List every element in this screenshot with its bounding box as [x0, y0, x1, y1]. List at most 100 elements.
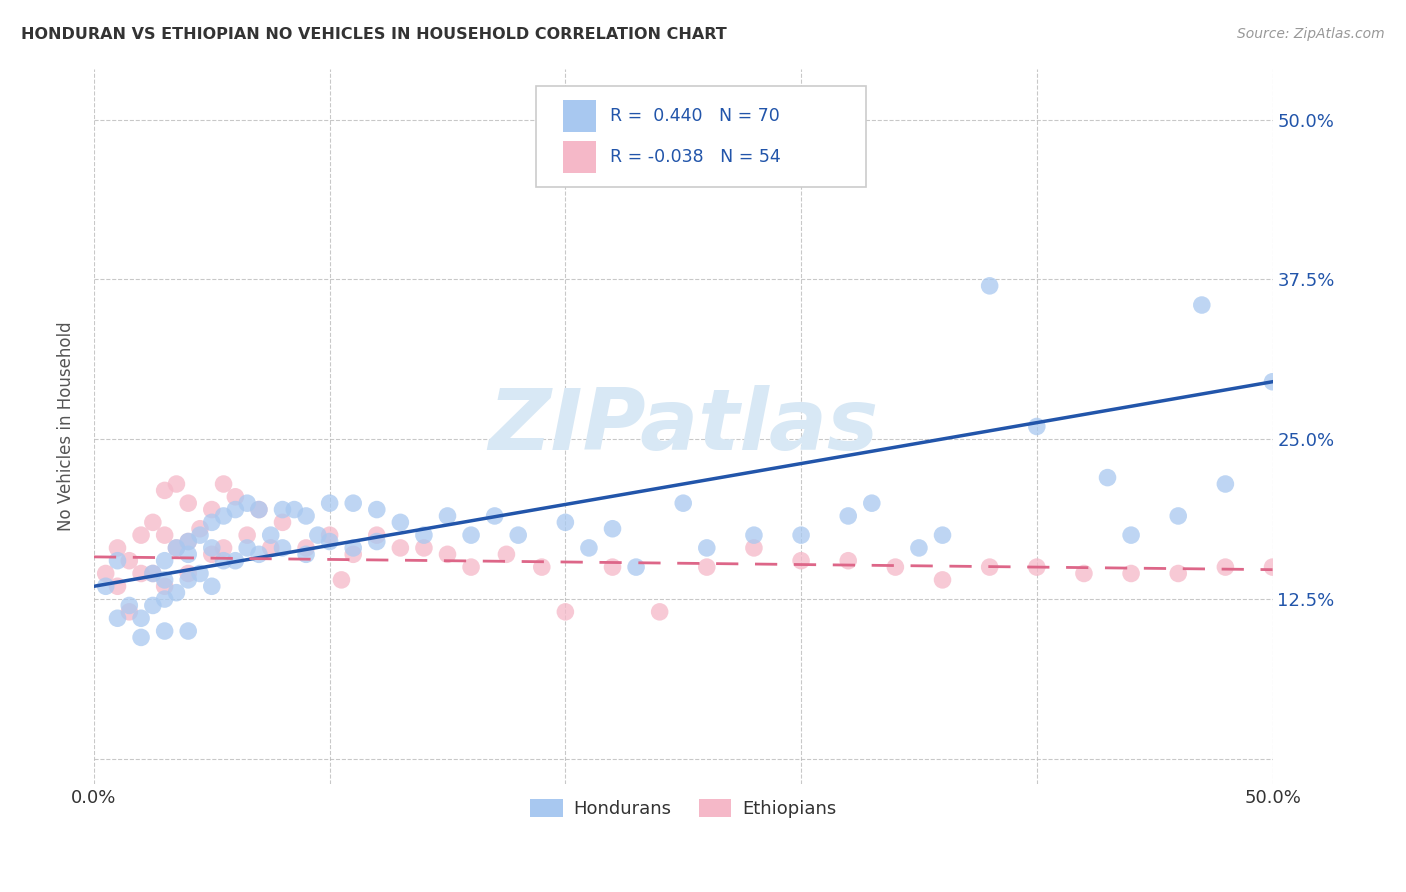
Point — [307, 528, 329, 542]
Point — [366, 534, 388, 549]
Point — [1073, 566, 1095, 581]
Point — [188, 528, 211, 542]
Point — [177, 547, 200, 561]
Point — [330, 573, 353, 587]
Point — [1261, 375, 1284, 389]
Point — [165, 541, 187, 555]
Point — [236, 528, 259, 542]
Point — [460, 560, 482, 574]
Point — [188, 566, 211, 581]
Point — [201, 516, 224, 530]
Point — [177, 534, 200, 549]
Point — [153, 573, 176, 587]
Point — [236, 541, 259, 555]
Point — [177, 573, 200, 587]
Point — [624, 560, 647, 574]
Point — [342, 541, 364, 555]
Point — [107, 611, 129, 625]
Point — [177, 624, 200, 638]
Point — [342, 547, 364, 561]
Point — [201, 541, 224, 555]
Point — [837, 508, 859, 523]
Point — [165, 477, 187, 491]
Point — [153, 592, 176, 607]
Point — [129, 566, 152, 581]
Point — [931, 528, 953, 542]
Point — [118, 599, 141, 613]
Point — [153, 579, 176, 593]
Point — [153, 528, 176, 542]
Point — [283, 502, 305, 516]
Point — [436, 508, 458, 523]
Point — [212, 508, 235, 523]
Point — [342, 496, 364, 510]
Point — [495, 547, 517, 561]
Point — [153, 483, 176, 498]
Point — [188, 522, 211, 536]
Point — [508, 528, 530, 542]
Point — [602, 522, 624, 536]
Text: Source: ZipAtlas.com: Source: ZipAtlas.com — [1237, 27, 1385, 41]
Point — [142, 566, 165, 581]
Point — [236, 496, 259, 510]
Legend: Hondurans, Ethiopians: Hondurans, Ethiopians — [523, 792, 844, 825]
Point — [295, 508, 318, 523]
Point — [224, 554, 246, 568]
Point — [742, 528, 765, 542]
Point — [201, 579, 224, 593]
Point — [260, 541, 283, 555]
Text: ZIPatlas: ZIPatlas — [488, 385, 879, 468]
Point — [1215, 477, 1237, 491]
Point — [118, 554, 141, 568]
Point — [389, 516, 412, 530]
Point — [318, 496, 340, 510]
Text: R =  0.440   N = 70: R = 0.440 N = 70 — [610, 107, 780, 125]
Point — [908, 541, 931, 555]
Point — [602, 560, 624, 574]
Point — [554, 516, 576, 530]
Point — [413, 528, 436, 542]
Point — [578, 541, 600, 555]
Point — [94, 566, 117, 581]
Point — [142, 516, 165, 530]
Point — [1119, 528, 1142, 542]
Point — [153, 554, 176, 568]
Point — [165, 541, 187, 555]
Point — [271, 516, 294, 530]
Point — [1119, 566, 1142, 581]
Point — [94, 579, 117, 593]
Point — [696, 541, 718, 555]
FancyBboxPatch shape — [562, 141, 596, 173]
Point — [884, 560, 907, 574]
Point — [247, 547, 270, 561]
Point — [247, 502, 270, 516]
Point — [1025, 560, 1047, 574]
Point — [201, 547, 224, 561]
FancyBboxPatch shape — [536, 87, 866, 186]
Point — [107, 579, 129, 593]
Point — [224, 490, 246, 504]
Point — [129, 631, 152, 645]
Point — [1215, 560, 1237, 574]
Point — [696, 560, 718, 574]
Point — [318, 528, 340, 542]
Point — [212, 554, 235, 568]
Point — [142, 566, 165, 581]
FancyBboxPatch shape — [562, 100, 596, 132]
Point — [1097, 470, 1119, 484]
Point — [247, 502, 270, 516]
Point — [212, 477, 235, 491]
Point — [165, 585, 187, 599]
Point — [436, 547, 458, 561]
Point — [118, 605, 141, 619]
Point — [129, 611, 152, 625]
Point — [672, 496, 695, 510]
Point — [177, 534, 200, 549]
Point — [153, 624, 176, 638]
Point — [1025, 419, 1047, 434]
Point — [295, 541, 318, 555]
Point — [979, 560, 1001, 574]
Point — [177, 566, 200, 581]
Point — [742, 541, 765, 555]
Text: R = -0.038   N = 54: R = -0.038 N = 54 — [610, 148, 780, 166]
